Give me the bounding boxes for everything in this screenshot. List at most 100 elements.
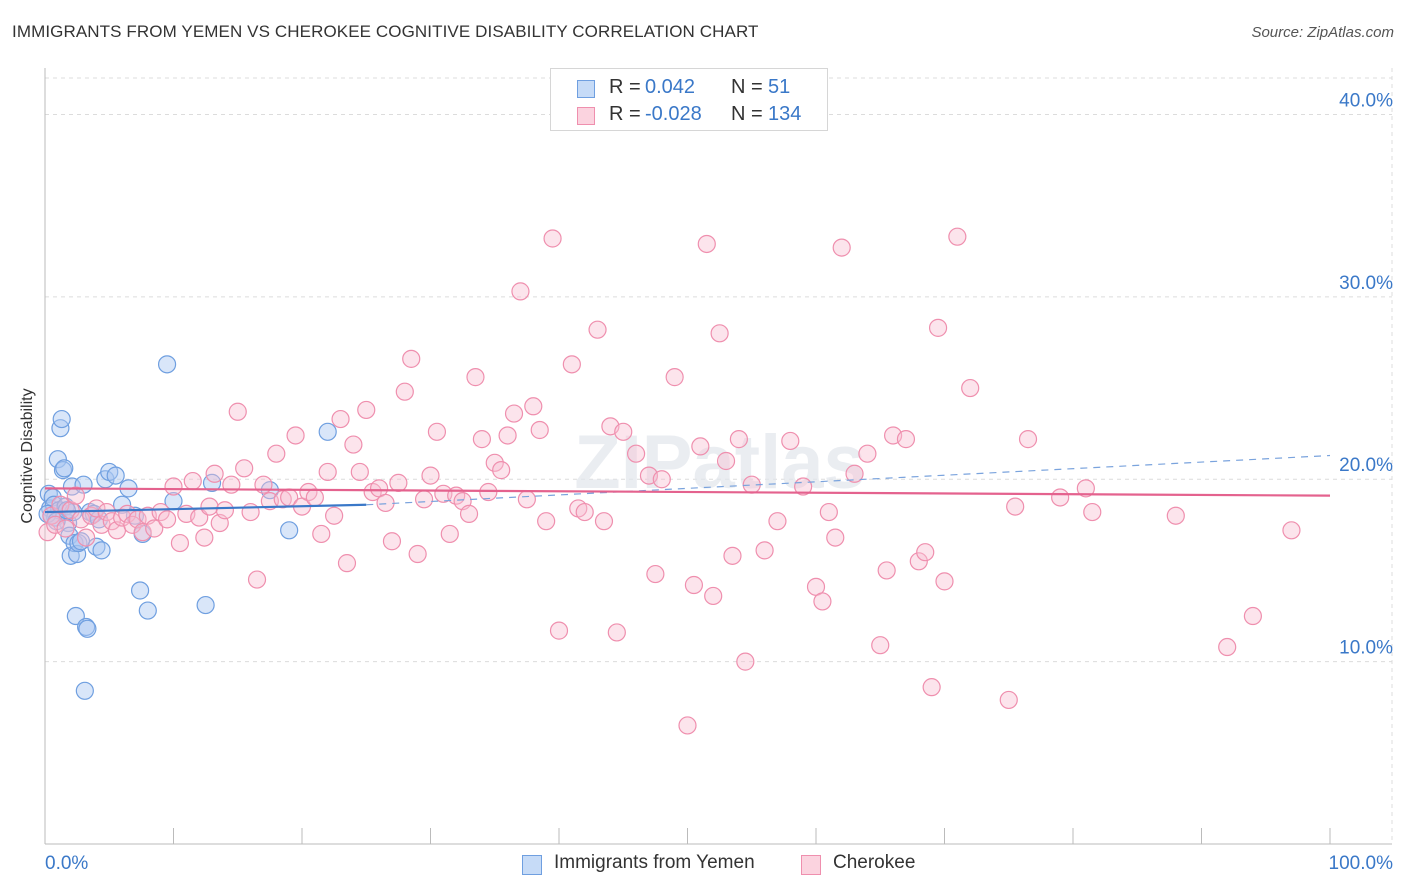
data-point xyxy=(832,238,851,257)
data-point xyxy=(312,524,331,544)
data-point xyxy=(684,575,704,595)
data-point xyxy=(935,572,954,591)
data-point xyxy=(736,652,755,671)
data-point xyxy=(222,475,241,494)
y-tick-label: 40.0% xyxy=(1339,90,1393,111)
data-point xyxy=(51,419,70,438)
legend-r-value: 0.042 xyxy=(645,76,696,98)
data-point xyxy=(813,592,832,611)
legend-r-value: -0.028 xyxy=(645,103,702,125)
data-point xyxy=(337,554,357,573)
data-point xyxy=(77,528,96,547)
y-tick-label: 10.0% xyxy=(1339,638,1393,659)
data-point xyxy=(241,502,260,522)
data-point xyxy=(228,402,247,421)
data-point xyxy=(389,473,408,492)
data-point xyxy=(305,488,324,507)
data-point xyxy=(62,477,82,496)
data-point xyxy=(267,444,286,463)
data-point xyxy=(78,619,97,638)
data-point xyxy=(858,444,877,463)
data-point xyxy=(247,570,267,589)
data-point xyxy=(871,636,890,655)
data-point xyxy=(1166,506,1185,525)
data-point xyxy=(157,510,177,529)
data-point xyxy=(440,524,459,544)
data-point xyxy=(472,430,491,449)
trend-lines xyxy=(44,454,1331,514)
data-point xyxy=(164,477,183,496)
legend-n-value: 51 xyxy=(768,76,791,98)
data-point xyxy=(325,506,344,525)
data-point xyxy=(909,552,928,571)
data-point xyxy=(614,422,633,441)
data-point xyxy=(826,528,845,547)
bottom-legend-swatch-yemen xyxy=(522,855,542,875)
tick-labels: 10.0% 20.0% 30.0% 40.0% 0.0% 100.0% xyxy=(45,90,1393,874)
data-point xyxy=(1282,521,1301,540)
data-point xyxy=(151,502,170,522)
data-point xyxy=(318,462,337,482)
x-tick-label: 0.0% xyxy=(45,853,88,874)
data-point xyxy=(106,466,125,485)
data-point xyxy=(819,502,838,522)
data-point xyxy=(466,368,485,387)
data-point xyxy=(1006,497,1025,516)
chart-title: IMMIGRANTS FROM YEMEN VS CHEROKEE COGNIT… xyxy=(12,22,759,41)
data-point xyxy=(138,601,157,620)
y-tick-label: 20.0% xyxy=(1339,455,1393,476)
data-point xyxy=(588,320,607,339)
data-point xyxy=(755,541,774,560)
bottom-legend-swatch-cherokee xyxy=(801,855,821,875)
legend-swatch-yemen xyxy=(577,80,595,98)
data-point xyxy=(65,533,84,553)
trend-line-cherokee xyxy=(44,487,1331,497)
data-point xyxy=(781,431,800,451)
data-point xyxy=(1243,606,1263,626)
data-point xyxy=(922,678,941,697)
data-point xyxy=(52,409,71,429)
data-point xyxy=(357,400,376,420)
data-point xyxy=(318,422,337,441)
data-point xyxy=(1218,637,1237,657)
data-point xyxy=(877,561,896,580)
data-point xyxy=(183,471,202,491)
data-point xyxy=(414,490,434,509)
data-point xyxy=(511,282,530,301)
x-tick-label: 100.0% xyxy=(1329,853,1394,874)
legend-row-yemen: R = 0.042 N = 51 xyxy=(551,75,827,101)
data-point xyxy=(350,462,369,482)
data-point xyxy=(549,621,569,640)
data-point xyxy=(382,532,402,551)
data-point xyxy=(716,451,736,471)
data-point xyxy=(123,515,142,534)
data-point xyxy=(145,519,164,538)
data-point xyxy=(130,581,150,600)
data-point xyxy=(607,623,626,642)
data-point xyxy=(697,234,716,254)
data-point xyxy=(459,504,479,523)
bottom-legend-label-cherokee: Cherokee xyxy=(833,852,916,873)
data-point xyxy=(845,464,864,483)
legend-swatch-cherokee xyxy=(577,107,595,125)
data-point xyxy=(492,461,511,480)
data-point xyxy=(196,595,215,615)
data-point xyxy=(710,324,729,343)
data-point xyxy=(646,564,665,584)
trend-line-yemen-extension xyxy=(366,454,1331,506)
y-tick-label: 30.0% xyxy=(1339,273,1393,294)
data-point xyxy=(48,450,67,469)
data-point xyxy=(543,229,562,248)
data-point xyxy=(928,318,948,337)
data-point xyxy=(92,541,111,560)
data-point xyxy=(235,459,254,478)
bottom-legend-label-yemen: Immigrants from Yemen xyxy=(554,852,755,873)
data-point xyxy=(1083,502,1102,522)
data-point xyxy=(200,497,219,516)
data-point xyxy=(331,409,350,429)
axes xyxy=(44,68,1392,845)
legend-n-value: 134 xyxy=(768,103,802,125)
data-point xyxy=(133,523,152,542)
data-point xyxy=(948,227,967,246)
data-point xyxy=(205,464,224,483)
